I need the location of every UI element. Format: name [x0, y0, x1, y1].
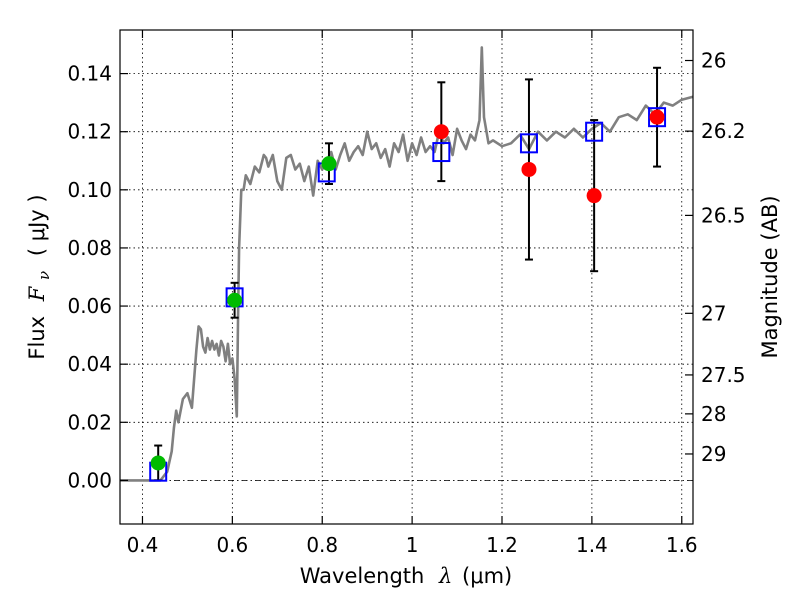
x-tick-label: 0.8: [306, 533, 338, 557]
model-square-marker: [432, 142, 451, 163]
photometry-point: [586, 188, 602, 204]
y2-tick-label: 26.2: [701, 119, 746, 143]
model-square-marker: [585, 121, 604, 142]
y-tick-label: 0.14: [67, 62, 112, 86]
x-tick-label: 1.6: [666, 533, 698, 557]
model-square-marker: [519, 133, 538, 154]
y-tick-label: 0.04: [67, 352, 112, 376]
photometry-point: [227, 292, 243, 308]
photometry-point: [150, 455, 166, 471]
y2-tick-label: 26: [701, 49, 726, 73]
x-tick-label: 1: [406, 533, 419, 557]
x-tick-label: 0.4: [127, 533, 159, 557]
plot-frame: [119, 29, 694, 525]
y-tick-label: 0.00: [67, 468, 112, 492]
spectrum-line: [120, 46, 694, 482]
photometry-point: [433, 124, 449, 140]
y2-tick-label: 26.5: [701, 203, 746, 227]
photometry-point: [649, 109, 665, 125]
y2-tick-label: 27: [701, 301, 726, 325]
y2-tick-label: 28: [701, 402, 726, 426]
y-tick-label: 0.12: [67, 120, 112, 144]
x-tick-label: 1.2: [486, 533, 518, 557]
y2-tick-label: 27.5: [701, 363, 746, 387]
y-tick-label: 0.06: [67, 294, 112, 318]
y2-tick-label: 29: [701, 442, 726, 466]
x-tick-label: 0.6: [216, 533, 248, 557]
photometry-point: [321, 156, 337, 172]
axis-ticks: 0.4 0.6 0.8 1 1.2 1.4 1.6 0.00 0.02 0.04 0.06 0.08 0…: [67, 30, 746, 557]
x-tick-label: 1.4: [576, 533, 608, 557]
y2-axis-label: Magnitude (AB): [758, 195, 782, 358]
model-square-marker: [648, 107, 667, 128]
y-tick-label: 0.10: [67, 178, 112, 202]
y-tick-label: 0.08: [67, 236, 112, 260]
y-tick-label: 0.02: [67, 410, 112, 434]
y-axis-label: Flux F ν ( μJy ): [25, 194, 54, 359]
photometry-point: [521, 161, 537, 177]
series: [120, 46, 694, 482]
x-axis-label: Wavelength λ (μm): [300, 564, 512, 588]
